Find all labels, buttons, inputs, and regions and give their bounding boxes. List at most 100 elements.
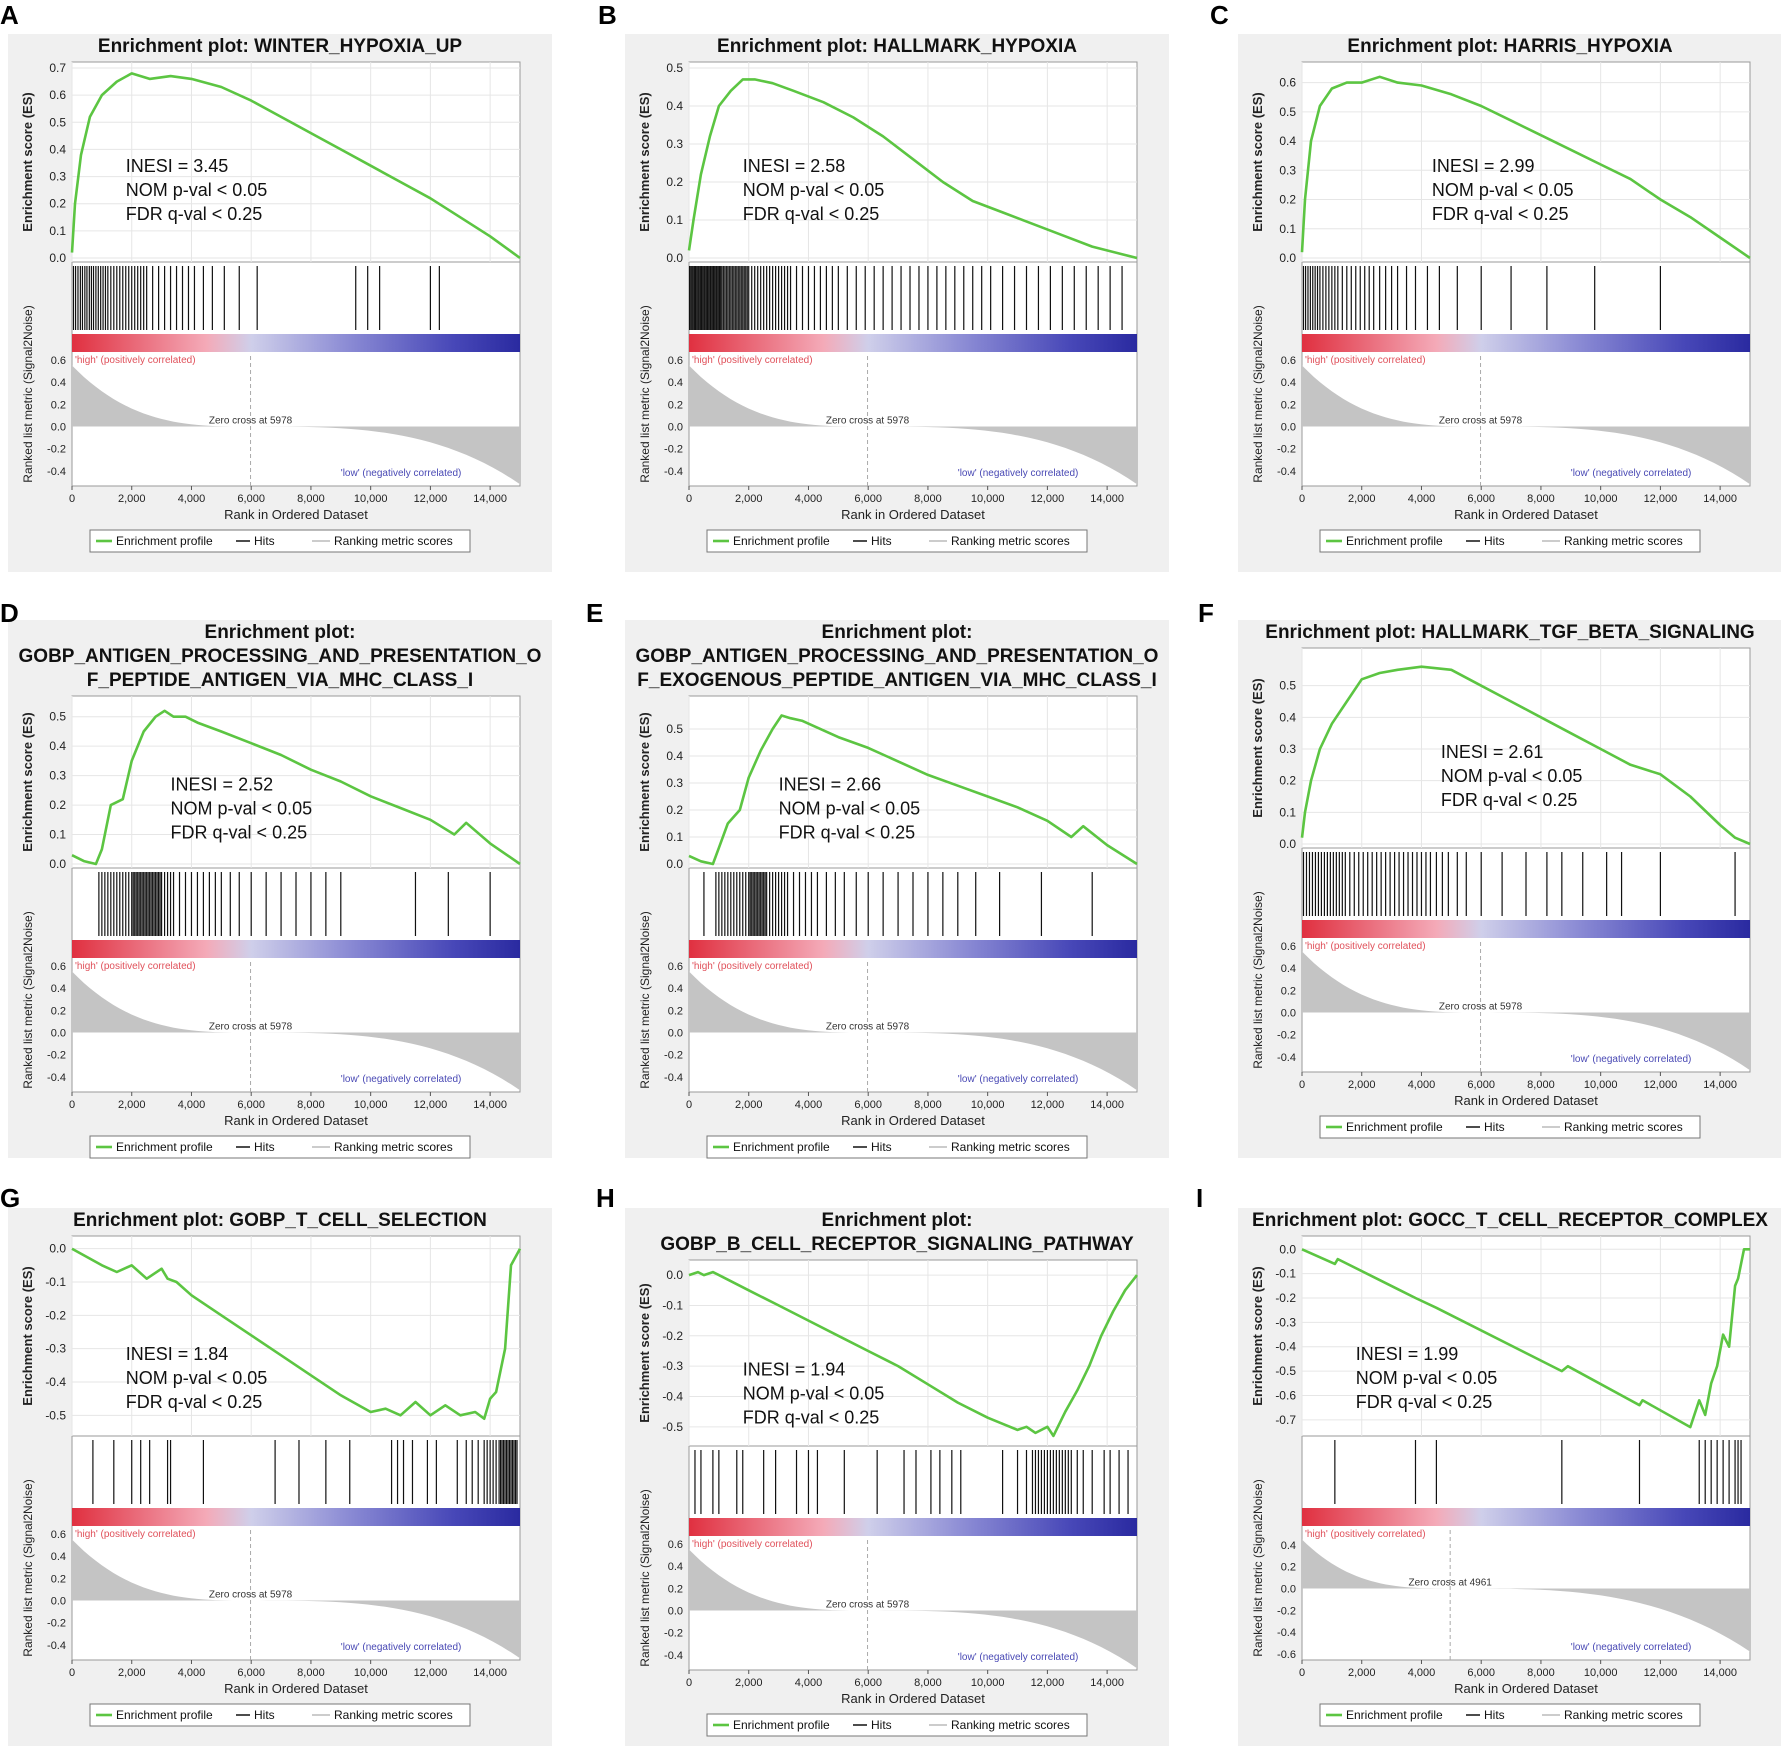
x-axis-label: Rank in Ordered Dataset bbox=[224, 507, 368, 522]
legend-metric-label: Ranking metric scores bbox=[1564, 1708, 1683, 1722]
x-tick-label: 2,000 bbox=[1348, 1667, 1376, 1679]
es-y-tick-label: 0.4 bbox=[666, 99, 683, 113]
legend-metric-label: Ranking metric scores bbox=[951, 1140, 1070, 1154]
metric-y-tick-label: -0.2 bbox=[1277, 1605, 1296, 1617]
stat-line: NOM p-val < 0.05 bbox=[779, 799, 921, 819]
low-correlated-label: 'low' (negatively correlated) bbox=[1571, 468, 1692, 479]
metric-y-tick-label: -0.2 bbox=[1277, 444, 1296, 456]
x-tick-label: 4,000 bbox=[178, 1667, 206, 1679]
rank-color-bar bbox=[72, 1508, 520, 1526]
stat-line: NOM p-val < 0.05 bbox=[126, 1368, 268, 1388]
x-tick-label: 8,000 bbox=[914, 1099, 942, 1111]
es-y-tick-label: 0.1 bbox=[1279, 805, 1296, 819]
x-tick-label: 12,000 bbox=[414, 1667, 448, 1679]
metric-y-tick-label: 0.6 bbox=[51, 355, 66, 367]
es-y-tick-label: -0.5 bbox=[45, 1408, 66, 1422]
metric-y-tick-label: -0.4 bbox=[47, 466, 66, 478]
es-y-tick-label: 0.2 bbox=[666, 803, 683, 817]
enrichment-profile-line bbox=[1300, 665, 1751, 846]
high-correlated-label: 'high' (positively correlated) bbox=[1305, 1529, 1426, 1540]
high-correlated-label: 'high' (positively correlated) bbox=[75, 1529, 196, 1540]
es-axis-label: Enrichment score (ES) bbox=[20, 92, 35, 231]
metric-y-tick-label: -0.4 bbox=[47, 1640, 66, 1652]
stat-line: INESI = 2.99 bbox=[1432, 156, 1535, 176]
legend-hits-label: Hits bbox=[1484, 534, 1505, 548]
enrichment-profile-line bbox=[688, 714, 1138, 866]
metric-y-tick-label: 0.6 bbox=[668, 355, 683, 367]
stat-line: INESI = 2.52 bbox=[171, 775, 274, 795]
ranking-metric-area bbox=[689, 1549, 1137, 1669]
es-axis-label: Enrichment score (ES) bbox=[1250, 1266, 1265, 1405]
es-y-tick-label: 0.5 bbox=[49, 115, 66, 129]
es-y-tick-label: 0.0 bbox=[1279, 837, 1296, 851]
zero-cross-label: Zero cross at 5978 bbox=[209, 1022, 293, 1033]
legend-metric-label: Ranking metric scores bbox=[951, 1718, 1070, 1732]
legend-hits-label: Hits bbox=[254, 1708, 275, 1722]
legend-box bbox=[1319, 1703, 1701, 1727]
rank-color-bar bbox=[1302, 334, 1750, 352]
x-tick-label: 12,000 bbox=[414, 493, 448, 505]
es-y-tick-label: 0.1 bbox=[666, 830, 683, 844]
legend-box bbox=[706, 1713, 1088, 1737]
stat-line: FDR q-val < 0.25 bbox=[779, 823, 916, 843]
metric-axis-label: Ranked list metric (Signal2Noise) bbox=[638, 305, 652, 482]
metric-y-tick-label: -0.4 bbox=[664, 1072, 683, 1084]
metric-y-tick-label: -0.4 bbox=[1277, 466, 1296, 478]
chart-title-line: Enrichment plot: HALLMARK_HYPOXIA bbox=[717, 36, 1077, 57]
es-y-tick-label: 0.2 bbox=[666, 175, 683, 189]
x-tick-label: 0 bbox=[69, 493, 75, 505]
x-tick-label: 8,000 bbox=[1527, 1667, 1555, 1679]
panel-letter: C bbox=[1210, 0, 1229, 30]
metric-y-tick-label: 0.0 bbox=[1281, 1008, 1296, 1020]
stat-line: INESI = 1.84 bbox=[126, 1344, 229, 1364]
metric-y-tick-label: -0.2 bbox=[1277, 1030, 1296, 1042]
metric-y-tick-label: -0.2 bbox=[664, 444, 683, 456]
panel-B: B Enrichment plot: HALLMARK_HYPOXIA 0.0 0.1… bbox=[598, 0, 1169, 572]
es-y-tick-label: -0.2 bbox=[662, 1329, 683, 1343]
x-tick-label: 0 bbox=[69, 1099, 75, 1111]
metric-y-tick-label: 0.0 bbox=[668, 1606, 683, 1618]
x-tick-label: 10,000 bbox=[1584, 493, 1618, 505]
zero-cross-label: Zero cross at 5978 bbox=[1439, 416, 1523, 427]
x-tick-label: 8,000 bbox=[297, 1099, 325, 1111]
stat-line: NOM p-val < 0.05 bbox=[1356, 1368, 1498, 1388]
metric-y-tick-label: 0.0 bbox=[51, 1596, 66, 1608]
stat-line: FDR q-val < 0.25 bbox=[1356, 1392, 1493, 1412]
es-y-tick-label: 0.4 bbox=[1279, 134, 1296, 148]
chart-title-line: F_PEPTIDE_ANTIGEN_VIA_MHC_CLASS_I bbox=[87, 670, 473, 691]
metric-axis-label: Ranked list metric (Signal2Noise) bbox=[21, 911, 35, 1088]
metric-y-tick-label: 0.0 bbox=[51, 422, 66, 434]
high-correlated-label: 'high' (positively correlated) bbox=[1305, 355, 1426, 366]
high-correlated-label: 'high' (positively correlated) bbox=[692, 355, 813, 366]
high-correlated-label: 'high' (positively correlated) bbox=[75, 961, 196, 972]
es-axis-label: Enrichment score (ES) bbox=[1250, 678, 1265, 817]
x-tick-label: 14,000 bbox=[473, 1667, 507, 1679]
chart-title-line: Enrichment plot: bbox=[822, 1210, 973, 1231]
legend-box bbox=[706, 1135, 1088, 1159]
ranking-metric-area bbox=[1302, 951, 1750, 1071]
metric-y-tick-label: 0.4 bbox=[1281, 1540, 1296, 1552]
legend-metric-label: Ranking metric scores bbox=[1564, 1120, 1683, 1134]
es-y-tick-label: 0.5 bbox=[1279, 105, 1296, 119]
chart-title-line: Enrichment plot: bbox=[205, 622, 356, 643]
es-axis-label: Enrichment score (ES) bbox=[20, 712, 35, 851]
legend-enrichment-label: Enrichment profile bbox=[1346, 1120, 1443, 1134]
metric-y-tick-label: 0.6 bbox=[51, 961, 66, 973]
metric-y-tick-label: -0.6 bbox=[1277, 1649, 1296, 1661]
x-tick-label: 10,000 bbox=[1584, 1079, 1618, 1091]
metric-y-tick-label: 0.2 bbox=[51, 1573, 66, 1585]
legend-enrichment-label: Enrichment profile bbox=[733, 1718, 830, 1732]
legend-metric-label: Ranking metric scores bbox=[1564, 534, 1683, 548]
es-axis-label: Enrichment score (ES) bbox=[637, 1283, 652, 1422]
panel-letter: B bbox=[598, 0, 617, 30]
x-tick-label: 12,000 bbox=[1644, 493, 1678, 505]
stat-line: INESI = 2.66 bbox=[779, 775, 882, 795]
metric-y-tick-label: 0.4 bbox=[51, 377, 66, 389]
rank-color-bar bbox=[689, 940, 1137, 958]
es-axis-label: Enrichment score (ES) bbox=[20, 1266, 35, 1405]
metric-y-tick-label: 0.2 bbox=[51, 399, 66, 411]
metric-y-tick-label: 0.2 bbox=[1281, 1562, 1296, 1574]
panel-E: E Enrichment plot: GOBP_ANTIGEN_PROCESSING… bbox=[586, 598, 1169, 1159]
metric-y-tick-label: 0.2 bbox=[1281, 399, 1296, 411]
x-tick-label: 4,000 bbox=[795, 1677, 823, 1689]
